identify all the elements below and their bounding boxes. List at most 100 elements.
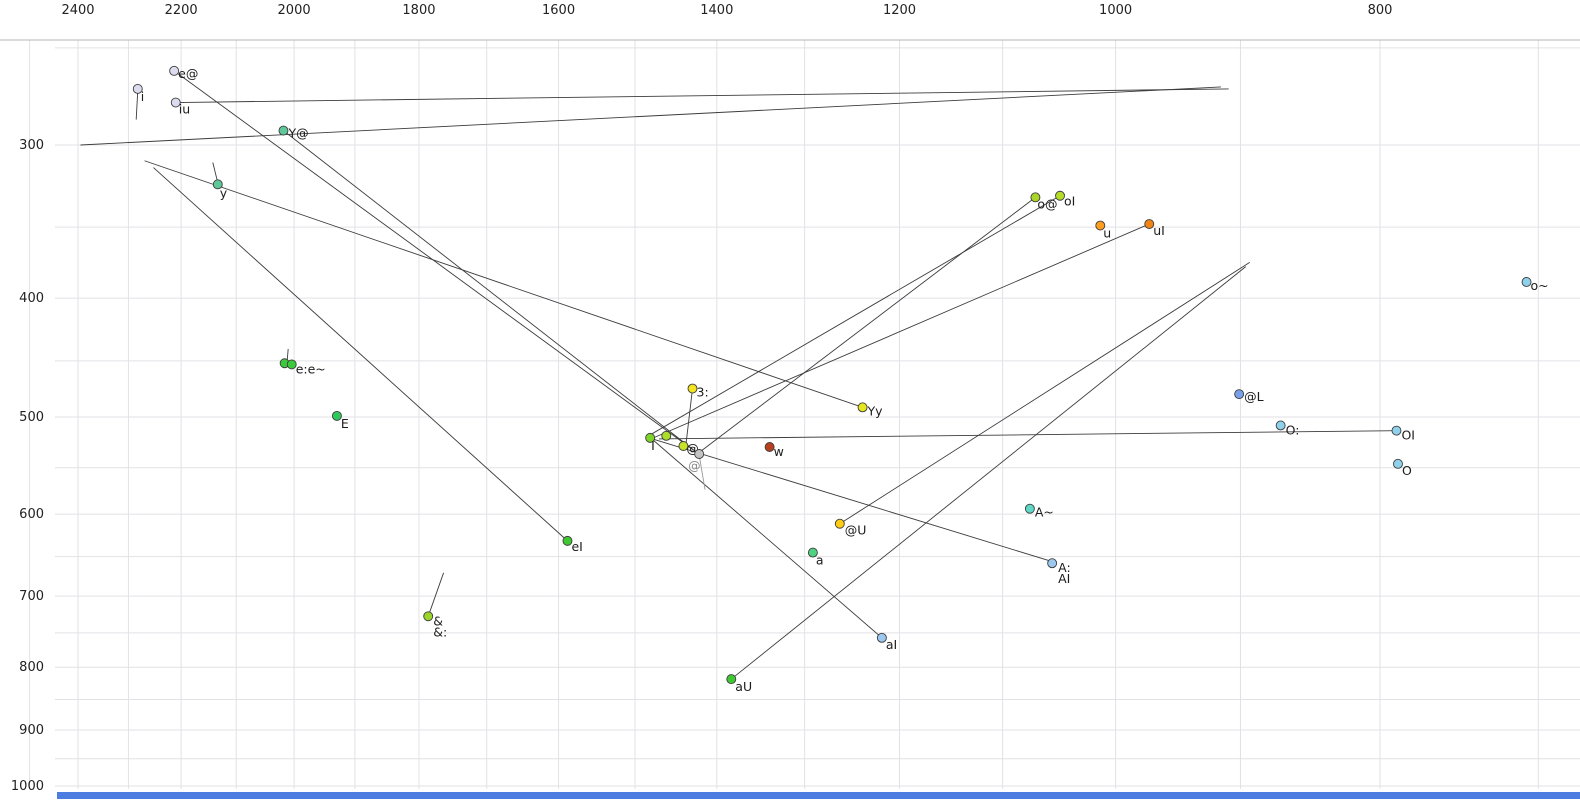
vowel-label-iu: iu <box>179 102 190 117</box>
vowel-label-I: I <box>651 438 655 453</box>
vowel-point-iu[interactable] <box>170 97 181 108</box>
x-axis-tick-800: 800 <box>1368 3 1393 18</box>
vowel-point-eI[interactable] <box>562 535 573 546</box>
x-axis-tick-2000: 2000 <box>278 3 311 18</box>
vowel-point-i[interactable] <box>132 83 143 94</box>
horizontal-scrollbar[interactable] <box>57 792 1580 799</box>
x-axis-tick-1800: 1800 <box>402 3 435 18</box>
trajectory-line-6 <box>653 223 1150 439</box>
vowel-point-e@[interactable] <box>169 65 180 76</box>
vowel-label-@: @ <box>688 458 701 473</box>
y-axis-tick-900: 900 <box>19 723 44 738</box>
trajectory-line-5 <box>648 195 1061 437</box>
vowel-label-@U: @U <box>845 523 867 538</box>
vowel-label-&:: &: <box>433 624 447 639</box>
vowel-label-3:: 3: <box>697 385 709 400</box>
vowel-label-A~: A~ <box>1035 505 1054 520</box>
vowel-label-&: & <box>433 613 443 628</box>
vowel-label-y: y <box>220 185 228 200</box>
vowel-point-@L[interactable] <box>1234 389 1245 400</box>
vowel-label-O: O <box>1402 463 1412 478</box>
vowel-point-3:[interactable] <box>687 383 698 394</box>
trajectory-line-19 <box>698 454 706 490</box>
y-axis-tick-400: 400 <box>19 291 44 306</box>
vowel-label-Yy: Yy <box>867 403 884 418</box>
vowel-label-w: w <box>774 444 784 459</box>
vowel-label-Y@: Y@ <box>287 126 308 141</box>
vowel-point-o~[interactable] <box>1521 277 1532 287</box>
vowel-label-oI: oI <box>1064 194 1075 209</box>
y-axis-tick-1000: 1000 <box>11 779 44 794</box>
vowel-label-o@: o@ <box>1037 196 1057 211</box>
trajectory-line-17 <box>212 162 219 183</box>
x-axis-tick-1000: 1000 <box>1099 3 1132 18</box>
vowel-point-O:[interactable] <box>1275 420 1286 431</box>
vowel-point-y[interactable] <box>212 179 223 190</box>
x-axis-tick-2400: 2400 <box>61 3 94 18</box>
trajectory-line-15 <box>135 90 139 120</box>
vowel-point-E[interactable] <box>331 410 342 421</box>
vowel-point-unlabeled[interactable] <box>661 430 672 441</box>
vowel-label-uI: uI <box>1153 223 1165 238</box>
vowel-label-e@: e@ <box>178 66 198 81</box>
trajectory-line-18 <box>685 388 693 446</box>
vowel-point-@U[interactable] <box>834 518 845 529</box>
vowel-point-@[interactable] <box>678 441 689 451</box>
trajectory-line-0 <box>175 88 1229 103</box>
vowel-label-aU: aU <box>735 679 752 694</box>
vowel-point-a[interactable] <box>807 547 818 558</box>
vowel-point-oI[interactable] <box>1055 190 1065 201</box>
vowel-point-@[interactable] <box>694 449 705 459</box>
vowel-point-Y@[interactable] <box>278 125 289 136</box>
vowel-point-uI[interactable] <box>1144 219 1155 229</box>
y-axis-tick-600: 600 <box>19 507 44 522</box>
vowel-label-AI: AI <box>1058 571 1070 586</box>
vowel-point-o@[interactable] <box>1030 192 1041 203</box>
vowel-label-e:e~: e:e~ <box>296 361 326 376</box>
x-axis-tick-1400: 1400 <box>700 3 733 18</box>
vowel-point-e:e~[interactable] <box>286 359 297 370</box>
vowel-point-&[interactable] <box>423 611 434 622</box>
vowel-label-aI: aI <box>886 637 897 652</box>
vowel-label-A:: A: <box>1058 560 1071 575</box>
vowel-label-E: E <box>341 416 349 431</box>
vowel-label-a: a <box>816 553 824 568</box>
trajectory-line-7 <box>144 160 863 408</box>
x-axis-tick-2200: 2200 <box>165 3 198 18</box>
vowel-point-O[interactable] <box>1393 458 1403 469</box>
vowel-point-OI[interactable] <box>1391 425 1402 436</box>
vowel-label-o~: o~ <box>1531 278 1549 293</box>
vowel-label-u: u <box>1103 226 1111 241</box>
vowel-point-aI[interactable] <box>876 632 887 643</box>
vowel-point-A:[interactable] <box>1047 558 1058 569</box>
y-axis-tick-700: 700 <box>19 589 44 604</box>
trajectory-line-12 <box>652 438 1053 563</box>
vowel-point-I[interactable] <box>645 432 656 443</box>
vowel-label-OI: OI <box>1401 428 1415 443</box>
trajectory-line-8 <box>153 167 568 542</box>
y-axis-tick-300: 300 <box>19 138 44 153</box>
trajectory-line-11 <box>651 438 883 639</box>
vowel-label-i: i <box>141 89 144 104</box>
trajectory-line-1 <box>80 86 1221 146</box>
trajectory-line-4 <box>695 196 1036 456</box>
x-axis-tick-1600: 1600 <box>542 3 575 18</box>
vowel-point-u[interactable] <box>1095 220 1106 231</box>
vowel-label-eI: eI <box>571 539 582 554</box>
x-axis-tick-1200: 1200 <box>883 3 916 18</box>
trajectory-line-9 <box>839 262 1250 525</box>
trajectory-line-14 <box>427 572 444 617</box>
vowel-label-O:: O: <box>1286 422 1300 437</box>
trajectory-line-10 <box>731 266 1247 680</box>
vowel-label-@L: @L <box>1244 389 1264 404</box>
vowel-point-A~[interactable] <box>1024 503 1035 514</box>
vowel-point-Yy[interactable] <box>857 402 868 413</box>
vowel-point-aU[interactable] <box>726 674 737 685</box>
y-axis-tick-500: 500 <box>19 410 44 425</box>
y-axis-tick-800: 800 <box>19 660 44 675</box>
vowel-point-w[interactable] <box>764 442 775 452</box>
trajectory-line-13 <box>658 430 1397 440</box>
trajectory-line-3 <box>283 130 696 452</box>
